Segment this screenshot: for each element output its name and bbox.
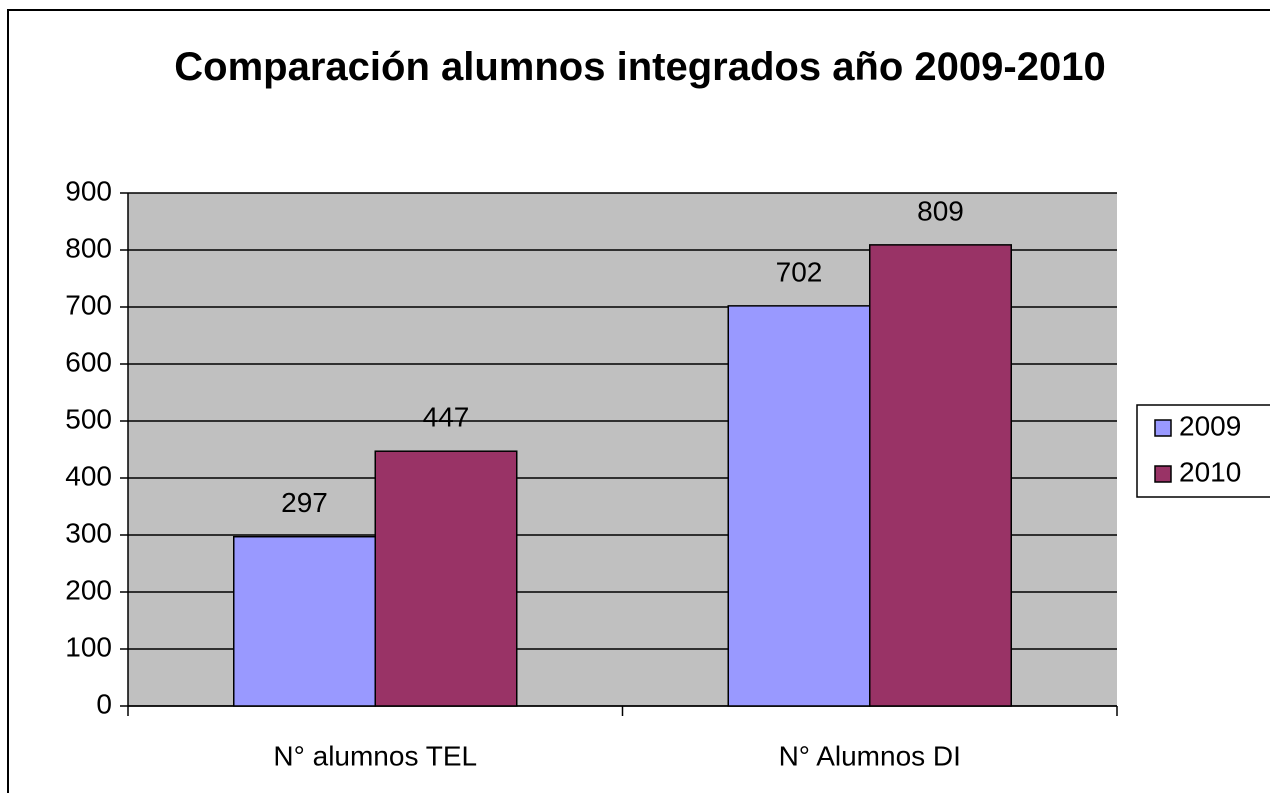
legend-swatch bbox=[1154, 419, 1172, 437]
y-tick-label: 200 bbox=[65, 574, 112, 605]
y-tick-label: 500 bbox=[65, 403, 112, 434]
y-tick-label: 800 bbox=[65, 232, 112, 263]
chart-title: Comparación alumnos integrados año 2009-… bbox=[174, 45, 1106, 89]
y-tick-label: 0 bbox=[96, 688, 112, 719]
y-tick-label: 100 bbox=[65, 631, 112, 662]
value-label: 809 bbox=[917, 195, 964, 226]
y-tick-label: 300 bbox=[65, 517, 112, 548]
y-tick-label: 900 bbox=[65, 175, 112, 206]
bar bbox=[233, 535, 376, 707]
legend-label: 2009 bbox=[1179, 410, 1241, 441]
x-tick-label: N° Alumnos DI bbox=[779, 740, 961, 771]
legend-label: 2010 bbox=[1179, 456, 1241, 487]
value-label: 447 bbox=[423, 402, 470, 433]
y-tick-label: 600 bbox=[65, 346, 112, 377]
value-label: 297 bbox=[281, 487, 328, 518]
bar bbox=[727, 305, 871, 707]
legend-swatch bbox=[1154, 465, 1172, 483]
bar bbox=[869, 244, 1012, 707]
value-label: 702 bbox=[776, 256, 823, 287]
x-tick-label: N° alumnos TEL bbox=[273, 740, 477, 771]
y-tick-label: 400 bbox=[65, 460, 112, 491]
bar bbox=[374, 450, 518, 707]
y-tick-label: 700 bbox=[65, 289, 112, 320]
